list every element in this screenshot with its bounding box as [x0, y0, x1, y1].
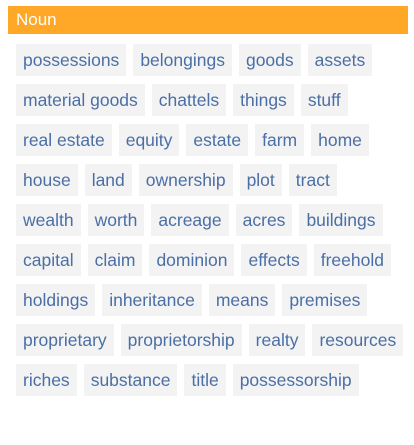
synonym-chip[interactable]: tract — [288, 164, 337, 196]
synonym-chip[interactable]: equity — [118, 124, 180, 156]
synonym-chip[interactable]: home — [311, 124, 369, 156]
synonym-chip[interactable]: realty — [248, 324, 306, 356]
synonym-chip[interactable]: proprietorship — [120, 324, 242, 356]
synonym-chip[interactable]: capital — [16, 244, 81, 276]
synonym-chip[interactable]: plot — [239, 164, 282, 196]
synonym-chip[interactable]: belongings — [133, 44, 232, 76]
synonym-chip[interactable]: assets — [307, 44, 373, 76]
synonym-chip[interactable]: inheritance — [102, 284, 202, 316]
synonym-chip[interactable]: ownership — [138, 164, 233, 196]
synonym-list: possessions belongings goods assets material… — [8, 34, 408, 396]
synonym-chip[interactable]: freehold — [313, 244, 391, 276]
synonym-chip[interactable]: wealth — [16, 204, 81, 236]
synonym-chip[interactable]: buildings — [299, 204, 383, 236]
synonym-chip[interactable]: chattels — [151, 84, 227, 116]
synonym-chip[interactable]: substance — [83, 364, 178, 396]
synonym-chip[interactable]: farm — [255, 124, 305, 156]
synonym-chip[interactable]: premises — [282, 284, 368, 316]
synonym-chip[interactable]: possessorship — [232, 364, 359, 396]
synonym-chip[interactable]: title — [184, 364, 226, 396]
part-of-speech-header: Noun — [8, 6, 408, 34]
synonym-chip[interactable]: estate — [186, 124, 249, 156]
synonym-chip[interactable]: house — [16, 164, 78, 196]
synonym-chip[interactable]: claim — [87, 244, 143, 276]
synonym-chip[interactable]: worth — [87, 204, 145, 236]
synonym-chip[interactable]: dominion — [149, 244, 235, 276]
synonym-chip[interactable]: goods — [238, 44, 301, 76]
synonym-chip[interactable]: effects — [241, 244, 307, 276]
synonym-chip[interactable]: stuff — [300, 84, 348, 116]
synonyms-panel: Noun possessions belongings goods assets mat… — [8, 6, 408, 396]
synonym-chip[interactable]: possessions — [16, 44, 127, 76]
synonym-chip[interactable]: acreage — [151, 204, 229, 236]
synonym-chip[interactable]: things — [233, 84, 294, 116]
synonym-chip[interactable]: resources — [312, 324, 404, 356]
synonym-chip[interactable]: land — [84, 164, 132, 196]
synonym-chip[interactable]: riches — [16, 364, 77, 396]
synonym-chip[interactable]: proprietary — [16, 324, 114, 356]
synonym-chip[interactable]: means — [208, 284, 276, 316]
synonym-chip[interactable]: material goods — [16, 84, 145, 116]
synonym-chip[interactable]: real estate — [16, 124, 112, 156]
synonym-chip[interactable]: holdings — [16, 284, 96, 316]
synonym-chip[interactable]: acres — [235, 204, 293, 236]
